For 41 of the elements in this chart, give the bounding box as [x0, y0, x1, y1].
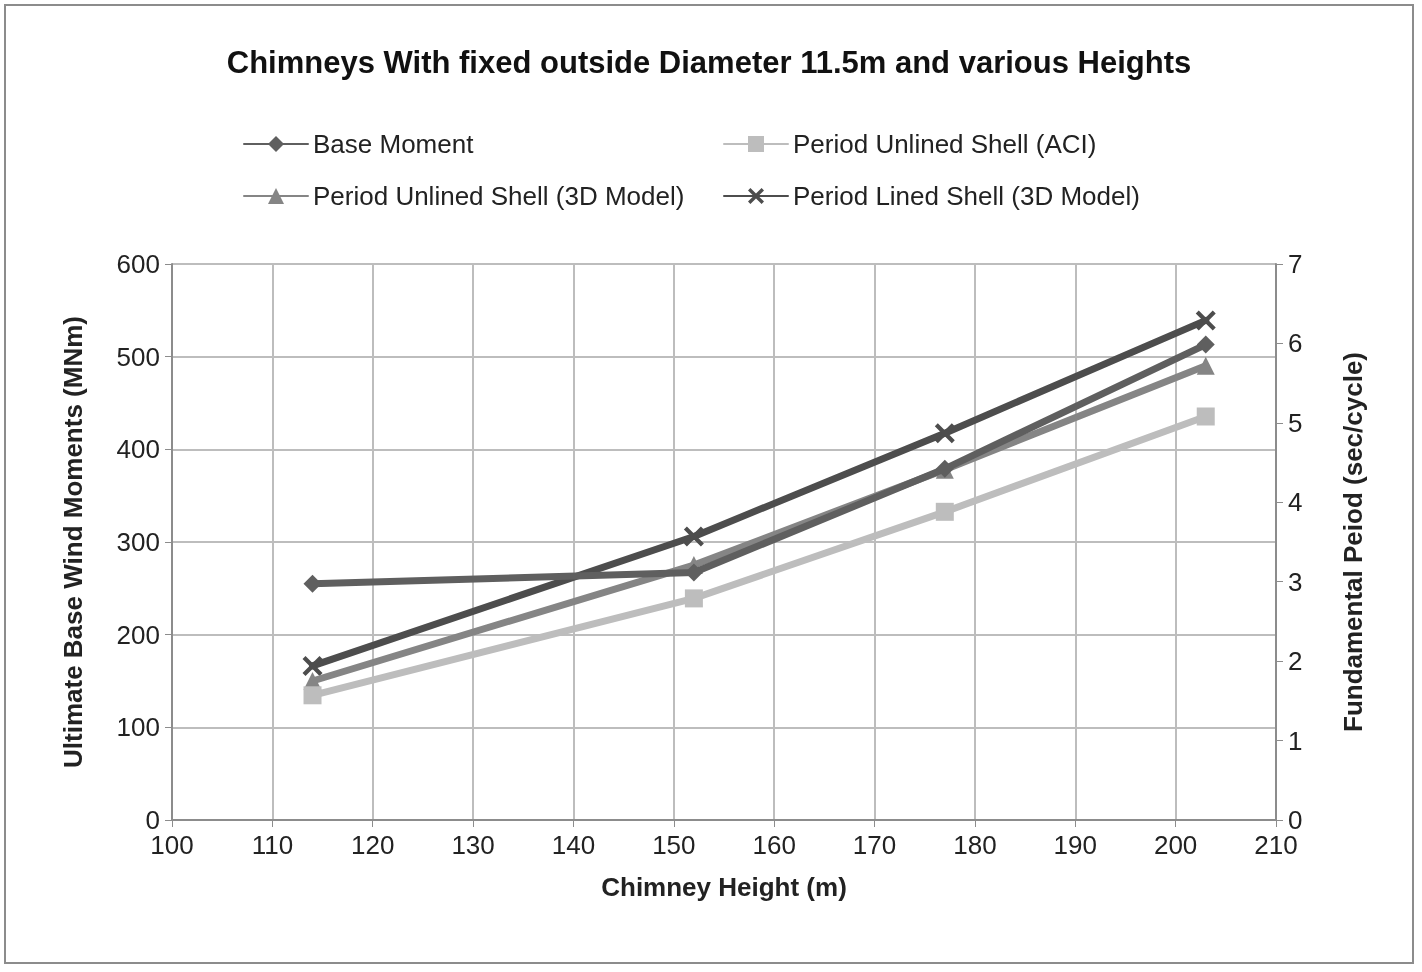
point: [683, 526, 704, 547]
y2-tick-label: 2: [1288, 646, 1303, 677]
legend-label: Period Unlined Shell (ACI): [793, 129, 1097, 159]
y2-tick-label: 5: [1288, 407, 1303, 438]
y-tick-label: 300: [116, 527, 160, 557]
point: [934, 423, 955, 444]
legend-label: Base Moment: [313, 129, 475, 159]
x-tick-label: 190: [1053, 830, 1097, 860]
point: [1196, 356, 1215, 375]
x-tick-label: 140: [551, 830, 596, 860]
y-tick-label: 100: [116, 712, 160, 743]
y2-tick-label: 3: [1288, 566, 1303, 597]
y2-tick-label: 6: [1288, 328, 1303, 359]
point: [1196, 335, 1215, 354]
y2-tick-label: 4: [1288, 487, 1303, 518]
x-tick-label: 150: [652, 830, 696, 860]
point: [303, 686, 322, 705]
x-tick-label: 160: [752, 830, 796, 860]
y-tick-label: 500: [116, 341, 160, 372]
legend-label: Period Lined Shell (3D Model): [793, 181, 1140, 211]
x-tick-label: 110: [251, 830, 294, 860]
y-tick-label: 600: [116, 249, 160, 279]
x-tick-label: 200: [1153, 830, 1198, 860]
x-tick-label: 180: [953, 830, 997, 860]
point: [684, 589, 703, 608]
legend-label: Period Unlined Shell (3D Model): [313, 181, 685, 211]
point: [302, 655, 323, 676]
x-axis-title: Chimney Height (m): [601, 872, 847, 902]
y2-tick-label: 1: [1288, 725, 1303, 756]
x-tick-label: 120: [351, 830, 395, 860]
point: [1195, 310, 1216, 331]
y2-axis-title: Fundamental Peiod (sec/cycle): [1338, 351, 1368, 733]
y-axis-title: Ultimate Base Wind Moments (MNm): [58, 316, 88, 768]
y2-tick-label: 7: [1288, 249, 1303, 279]
x-tick-label: 170: [852, 830, 897, 860]
y-tick-label: 200: [116, 619, 160, 650]
point: [935, 502, 954, 521]
y-tick-label: 400: [116, 434, 160, 465]
x-tick-label: 130: [451, 830, 495, 860]
point: [1196, 407, 1215, 426]
chart-title: Chimneys With fixed outside Diameter 11.5m and various Heights: [226, 45, 1192, 80]
